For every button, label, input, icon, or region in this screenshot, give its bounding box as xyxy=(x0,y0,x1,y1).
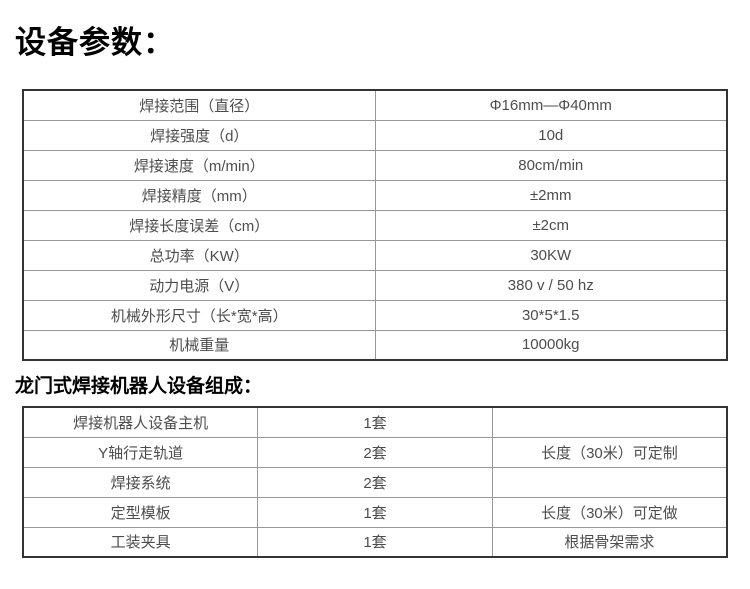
section-title-composition: 龙门式焊接机器人设备组成： xyxy=(15,376,263,397)
param-label: 焊接速度（m/min） xyxy=(22,149,376,181)
component-note xyxy=(491,406,728,438)
component-quantity: 1套 xyxy=(257,526,493,558)
table-row: 焊接系统 2套 xyxy=(22,466,728,498)
param-value: ±2mm xyxy=(374,179,728,211)
param-label: 机械外形尺寸（长*宽*高） xyxy=(22,299,376,331)
param-value: 80cm/min xyxy=(374,149,728,181)
param-label: 动力电源（V） xyxy=(22,269,376,301)
composition-table: 焊接机器人设备主机 1套 Y轴行走轨道 2套 长度（30米）可定制 焊接系统 2… xyxy=(22,406,728,558)
param-value: ±2cm xyxy=(374,209,728,241)
param-label: 焊接范围（直径） xyxy=(22,89,376,121)
table-row: 焊接长度误差（cm） ±2cm xyxy=(22,209,728,241)
component-note xyxy=(491,466,728,498)
component-note: 长度（30米）可定做 xyxy=(491,496,728,528)
component-quantity: 2套 xyxy=(257,436,493,468)
component-name: Y轴行走轨道 xyxy=(22,436,259,468)
page-title: 设备参数： xyxy=(15,25,175,60)
component-name: 定型模板 xyxy=(22,496,259,528)
param-label: 总功率（KW） xyxy=(22,239,376,271)
param-label: 焊接长度误差（cm） xyxy=(22,209,376,241)
param-label: 机械重量 xyxy=(22,329,376,361)
param-value: 10d xyxy=(374,119,728,151)
table-row: 定型模板 1套 长度（30米）可定做 xyxy=(22,496,728,528)
table-row: 工装夹具 1套 根据骨架需求 xyxy=(22,526,728,558)
table-row: 焊接机器人设备主机 1套 xyxy=(22,406,728,438)
component-quantity: 1套 xyxy=(257,406,493,438)
param-label: 焊接精度（mm） xyxy=(22,179,376,211)
table-row: 焊接范围（直径） Φ16mm—Φ40mm xyxy=(22,89,728,121)
param-value: 10000kg xyxy=(374,329,728,361)
param-value: 380 v / 50 hz xyxy=(374,269,728,301)
table-row: 焊接精度（mm） ±2mm xyxy=(22,179,728,211)
component-note: 根据骨架需求 xyxy=(491,526,728,558)
table-row: 机械重量 10000kg xyxy=(22,329,728,361)
component-name: 焊接系统 xyxy=(22,466,259,498)
component-quantity: 2套 xyxy=(257,466,493,498)
component-quantity: 1套 xyxy=(257,496,493,528)
table-row: Y轴行走轨道 2套 长度（30米）可定制 xyxy=(22,436,728,468)
param-value: 30*5*1.5 xyxy=(374,299,728,331)
table-row: 机械外形尺寸（长*宽*高） 30*5*1.5 xyxy=(22,299,728,331)
table-row: 动力电源（V） 380 v / 50 hz xyxy=(22,269,728,301)
param-value: Φ16mm—Φ40mm xyxy=(374,89,728,121)
component-note: 长度（30米）可定制 xyxy=(491,436,728,468)
param-label: 焊接强度（d） xyxy=(22,119,376,151)
table-row: 焊接速度（m/min） 80cm/min xyxy=(22,149,728,181)
component-name: 工装夹具 xyxy=(22,526,259,558)
table-row: 焊接强度（d） 10d xyxy=(22,119,728,151)
parameters-table: 焊接范围（直径） Φ16mm—Φ40mm 焊接强度（d） 10d 焊接速度（m/… xyxy=(22,89,728,361)
param-value: 30KW xyxy=(374,239,728,271)
component-name: 焊接机器人设备主机 xyxy=(22,406,259,438)
table-row: 总功率（KW） 30KW xyxy=(22,239,728,271)
